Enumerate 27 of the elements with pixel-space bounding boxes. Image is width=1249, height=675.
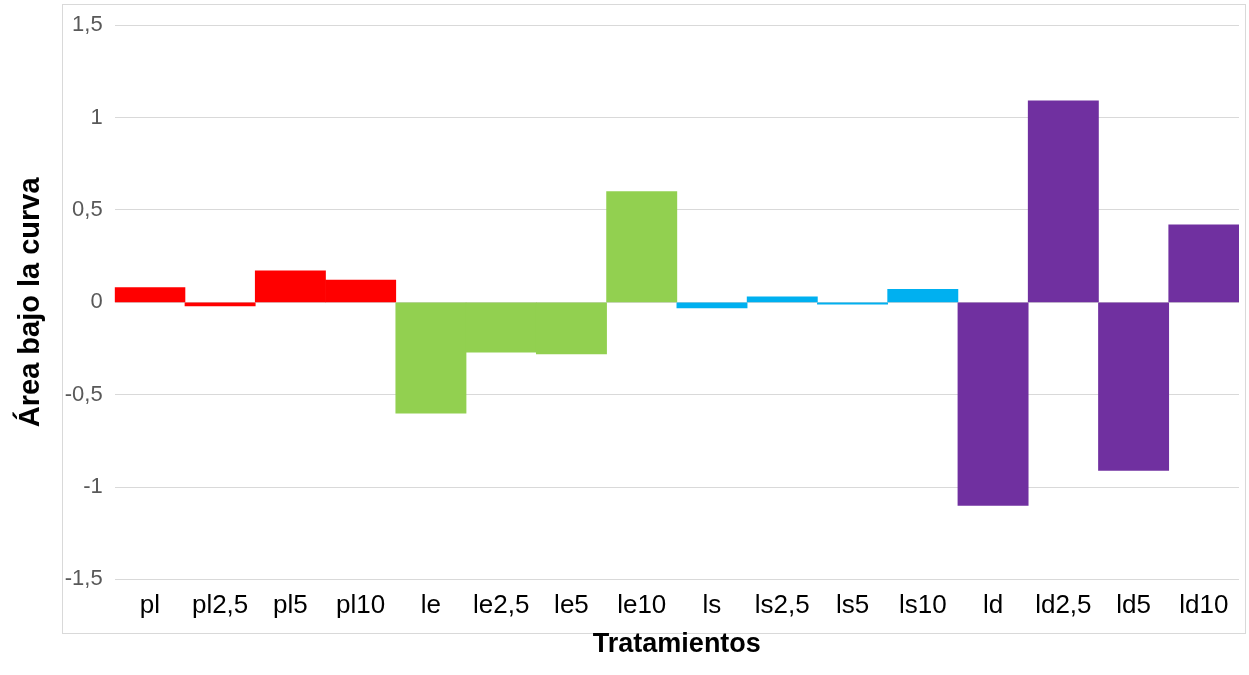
x-tick-label: ld2,5 xyxy=(1035,589,1092,620)
x-tick-label: le5 xyxy=(554,589,589,620)
x-tick-label: le xyxy=(420,589,442,620)
x-tick-label: le10 xyxy=(617,589,667,620)
y-tick-label: -1,5 xyxy=(64,565,103,591)
y-tick-label: -0,5 xyxy=(64,380,103,406)
bar xyxy=(676,302,748,309)
y-tick-label: -1 xyxy=(83,473,103,499)
x-tick-label: pl10 xyxy=(336,589,386,620)
x-tick-label: ls5 xyxy=(835,589,870,620)
x-tick-label: ls10 xyxy=(898,589,947,620)
y-tick-label: 1,5 xyxy=(72,11,103,37)
y-tick-label: 1 xyxy=(90,103,103,129)
x-tick-label: pl xyxy=(139,589,160,620)
x-tick-label: pl2,5 xyxy=(191,589,249,620)
x-axis-title: Tratamientos xyxy=(592,628,761,659)
bar xyxy=(114,287,186,303)
x-tick-label: ld10 xyxy=(1179,589,1229,620)
y-tick-label: 0 xyxy=(90,288,103,314)
x-tick-label: ld xyxy=(982,589,1004,620)
y-axis-title: Área bajo la curva xyxy=(12,176,46,428)
x-tick-label: ls xyxy=(702,589,722,620)
x-tick-label: le2,5 xyxy=(472,589,530,620)
x-tick-label: ld5 xyxy=(1116,589,1151,620)
x-tick-label: pl5 xyxy=(273,589,308,620)
y-tick-label: 0,5 xyxy=(72,196,103,221)
x-tick-label: ls2,5 xyxy=(754,589,810,620)
